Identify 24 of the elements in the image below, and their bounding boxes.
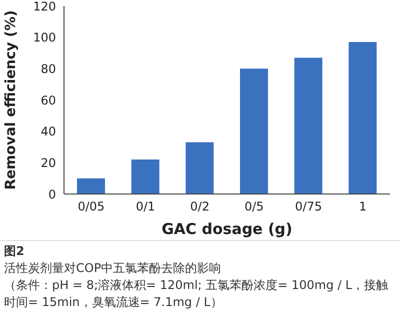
x-axis-title: GAC dosage (g): [162, 220, 292, 238]
x-tick-label: 0/1: [136, 200, 156, 214]
y-tick-label: 0: [48, 187, 56, 202]
bar: [294, 58, 322, 194]
y-axis-title: Removal efficiency (%): [2, 10, 19, 190]
bar: [348, 42, 377, 194]
bar: [131, 160, 160, 194]
y-tick-label: 20: [40, 156, 56, 170]
x-tick-label: 0/75: [295, 200, 322, 214]
y-tick-label: 100: [33, 30, 56, 45]
bar: [240, 68, 268, 194]
y-tick-label: 120: [33, 0, 56, 14]
text: 活性炭剂量对COP中五氯苯酚去除的影响: [4, 260, 222, 277]
y-tick-label: 40: [40, 124, 56, 139]
bar: [186, 142, 214, 194]
y-tick-label: 60: [40, 93, 56, 108]
x-tick-label: 0/2: [190, 200, 210, 214]
x-tick-label: 0/05: [78, 200, 105, 214]
x-tick-label: 0/5: [244, 200, 264, 214]
bar: [77, 178, 105, 194]
x-tick-label: 1: [359, 200, 367, 214]
y-tick-label: 80: [40, 62, 56, 76]
text: （条件：pH = 8;溶液体积= 120ml; 五氯苯酚浓度= 100mg / L，接触时间= 15min，臭氧流速= 7.1mg / L）: [4, 277, 390, 311]
caption: 图2: [4, 243, 26, 260]
